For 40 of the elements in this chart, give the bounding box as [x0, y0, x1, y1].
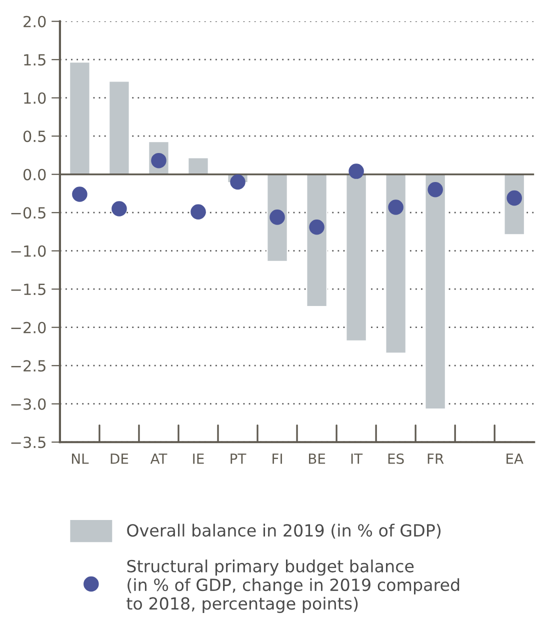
y-tick-label: 0.0 — [23, 168, 46, 180]
y-tick-label: 2.0 — [24, 16, 46, 28]
point — [428, 182, 443, 198]
y-tick-label: −1.0 — [11, 245, 46, 257]
x-tick-label: ES — [388, 453, 404, 464]
bar — [108, 80, 130, 176]
x-tick-label: IT — [351, 454, 363, 464]
y-tick-label: 1.5 — [24, 54, 46, 66]
point — [348, 164, 364, 179]
bar — [306, 174, 328, 308]
y-tick-label: 0.5 — [23, 130, 46, 142]
y-tick-label: −0.5 — [11, 207, 46, 219]
point — [230, 174, 246, 190]
x-tick-label: DE — [110, 454, 128, 464]
y-tick-label: −2.0 — [11, 322, 46, 334]
legend-label: Overall balance in 2019 (in % of GDP) — [127, 524, 441, 539]
y-tick-label: −1.5 — [11, 284, 46, 296]
x-tick-label: PT — [230, 454, 246, 464]
y-tick-label: −2.5 — [11, 360, 46, 372]
x-tick-label: FI — [272, 454, 282, 464]
x-tick-label: NL — [72, 454, 89, 464]
x-tick-label: FR — [428, 454, 444, 464]
point — [72, 186, 88, 202]
point — [112, 201, 127, 216]
bar — [424, 174, 446, 410]
y-tick-label: −3.5 — [11, 436, 46, 448]
point — [309, 220, 324, 235]
legend-label: Structural primary budget balance (in % of GDP, change in 2019 compared to 2018, percentage points) — [126, 560, 460, 613]
x-tick-label: IE — [193, 454, 204, 464]
bar — [345, 174, 368, 342]
point — [190, 204, 206, 220]
y-tick-label: −3.0 — [11, 398, 46, 410]
point — [270, 210, 285, 225]
x-tick-label: BE — [308, 454, 326, 464]
point — [388, 200, 404, 215]
bar — [68, 61, 91, 176]
x-tick-label: AT — [150, 454, 168, 464]
y-tick-label: 1.0 — [24, 92, 46, 104]
bar — [384, 174, 407, 354]
x-tick-label: EA — [506, 454, 524, 464]
